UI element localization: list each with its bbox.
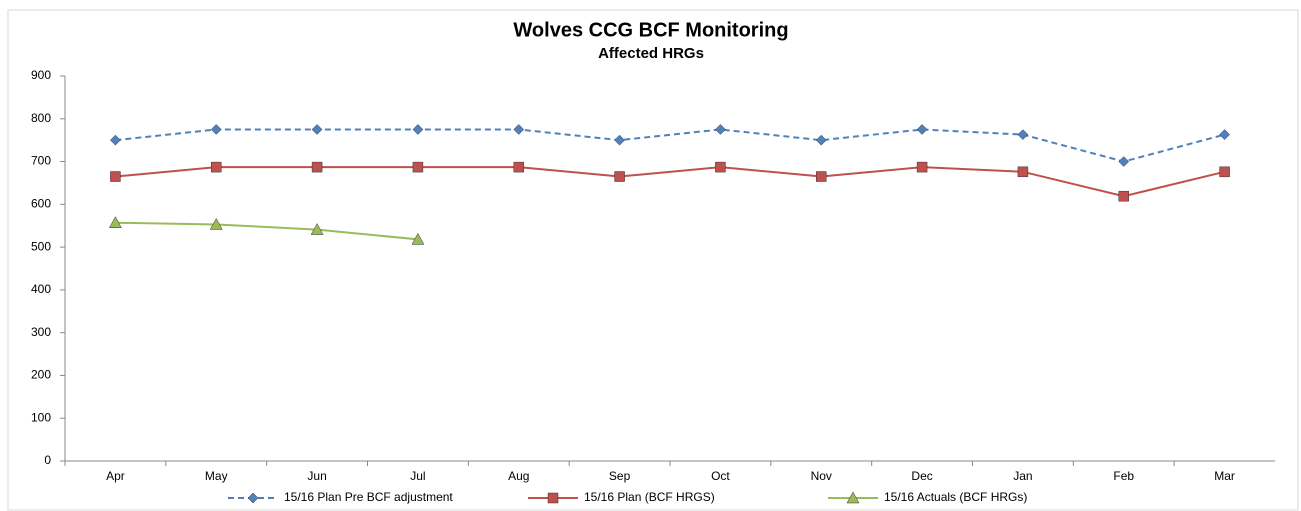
legend-marker	[247, 492, 259, 504]
y-tick-label: 200	[31, 368, 51, 382]
y-tick-label: 700	[31, 154, 51, 168]
series-line	[115, 166, 1225, 198]
legend-label: 15/16 Plan Pre BCF adjustment	[284, 490, 453, 504]
x-tick-label: Dec	[911, 469, 932, 483]
data-point	[412, 124, 424, 135]
data-point	[211, 161, 222, 173]
x-tick-label: Mar	[1214, 469, 1235, 483]
chart-frame	[7, 9, 1299, 511]
legend-marker	[846, 491, 860, 504]
chart-subtitle: Affected HRGs	[598, 45, 704, 62]
x-tick-label: Jan	[1013, 469, 1032, 483]
data-point	[513, 161, 524, 173]
y-tick-label: 400	[31, 282, 51, 296]
data-point	[311, 161, 323, 173]
data-point	[715, 161, 726, 173]
y-tick-label: 600	[31, 197, 51, 211]
data-point	[1219, 166, 1230, 178]
data-point	[815, 134, 827, 146]
data-point	[816, 171, 827, 182]
data-point	[411, 232, 425, 245]
x-tick-label: Nov	[811, 469, 832, 483]
data-point	[1219, 129, 1230, 140]
data-point	[110, 134, 121, 146]
x-tick-label: Apr	[106, 469, 125, 483]
y-tick-label: 0	[44, 453, 51, 467]
y-tick-label: 300	[31, 325, 51, 339]
legend-label: 15/16 Actuals (BCF HRGs)	[884, 490, 1027, 504]
data-point	[311, 124, 323, 135]
data-point	[614, 171, 625, 182]
y-tick-label: 900	[31, 68, 51, 82]
data-point	[1017, 166, 1029, 178]
legend-label: 15/16 Plan (BCF HRGS)	[584, 490, 715, 504]
data-point	[210, 124, 222, 135]
y-tick-label: 800	[31, 111, 51, 125]
data-point	[1118, 156, 1130, 167]
data-point	[916, 124, 928, 135]
series-line	[115, 128, 1225, 163]
data-point	[715, 124, 726, 135]
data-point	[614, 134, 625, 146]
x-tick-label: Jun	[307, 469, 326, 483]
x-tick-label: Oct	[711, 469, 730, 483]
chart-title: Wolves CCG BCF Monitoring	[513, 19, 788, 41]
data-point	[108, 216, 122, 228]
y-tick-label: 500	[31, 239, 51, 253]
data-point	[1118, 190, 1129, 202]
data-point	[916, 161, 928, 173]
data-point	[1017, 129, 1029, 140]
x-tick-label: Jul	[410, 469, 425, 483]
data-point	[310, 223, 324, 235]
x-tick-label: Sep	[609, 469, 631, 483]
data-point	[412, 161, 424, 173]
data-point	[513, 124, 525, 135]
y-tick-label: 100	[31, 410, 51, 424]
data-point	[209, 217, 223, 230]
x-tick-label: May	[205, 469, 228, 483]
x-tick-label: Feb	[1113, 469, 1134, 483]
legend-marker	[547, 492, 559, 504]
series-line	[115, 221, 419, 241]
x-tick-label: Aug	[508, 469, 529, 483]
data-point	[110, 171, 121, 182]
